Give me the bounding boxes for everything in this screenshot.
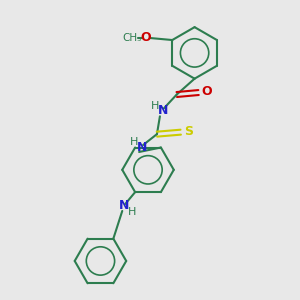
Text: O: O [201, 85, 212, 98]
Text: CH₃: CH₃ [122, 33, 141, 43]
Text: H: H [151, 101, 159, 111]
Text: S: S [184, 125, 193, 138]
Text: H: H [128, 207, 136, 217]
Text: O: O [140, 31, 151, 44]
Text: N: N [158, 104, 168, 117]
Text: N: N [137, 140, 147, 154]
Text: H: H [130, 137, 138, 147]
Text: N: N [119, 200, 129, 212]
